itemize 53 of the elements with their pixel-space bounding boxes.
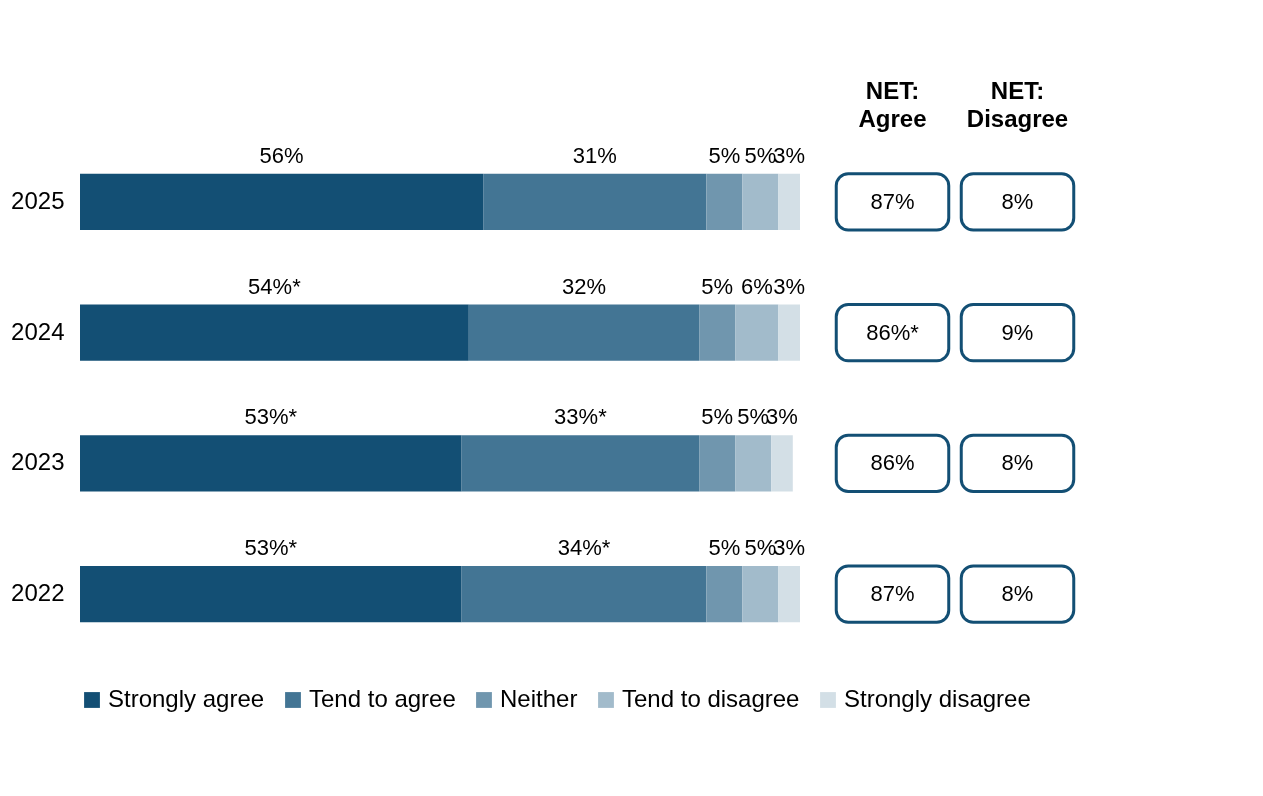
data-label: 54%* xyxy=(248,273,302,299)
text: 8% xyxy=(1001,581,1034,607)
text: 86% xyxy=(870,450,915,476)
bar xyxy=(742,566,779,623)
y-tick-label: 2023 xyxy=(11,448,65,476)
data-label: 32% xyxy=(561,273,607,299)
data-label: 5% xyxy=(708,535,741,561)
legend-label: Strongly agree xyxy=(108,685,265,712)
data-label: 53%* xyxy=(244,535,298,561)
y-tick-label: 2022 xyxy=(11,579,65,607)
bar xyxy=(483,173,707,230)
bar xyxy=(778,304,800,361)
data-label: 31% xyxy=(572,142,617,168)
bar xyxy=(735,435,772,492)
data-label: 33%* xyxy=(554,404,608,430)
bar xyxy=(778,566,800,623)
bar xyxy=(699,304,736,361)
data-label: 34%* xyxy=(557,535,611,561)
data-label: 5% xyxy=(708,142,741,168)
bar xyxy=(80,566,462,623)
bar xyxy=(80,435,462,492)
y-tick-label: 2025 xyxy=(11,186,65,214)
bar xyxy=(80,304,469,361)
legend-label: Strongly disagree xyxy=(844,685,1031,712)
bar xyxy=(461,566,707,623)
bar xyxy=(461,435,700,492)
text: 86%* xyxy=(866,319,920,345)
bar xyxy=(468,304,700,361)
text: 8% xyxy=(1001,450,1034,476)
bar xyxy=(706,566,743,623)
bar xyxy=(80,173,484,230)
text: 87% xyxy=(870,581,915,607)
text: 8% xyxy=(1001,188,1034,214)
data-label: 5% xyxy=(701,273,734,299)
data-label: 6% xyxy=(740,273,773,299)
bar xyxy=(699,435,736,492)
text: 9% xyxy=(1001,319,1034,345)
category-label: NET: Agree xyxy=(858,77,927,132)
legend-label: Tend to agree xyxy=(309,685,456,712)
y-tick-label: 2024 xyxy=(11,317,65,345)
legend-label: Tend to disagree xyxy=(622,685,800,712)
data-label: 56% xyxy=(259,142,304,168)
bar xyxy=(771,435,793,492)
category-label: NET: Disagree xyxy=(966,77,1069,132)
bar xyxy=(742,173,779,230)
text: 87% xyxy=(870,188,915,214)
bar xyxy=(778,173,800,230)
data-label: 3% xyxy=(773,273,806,299)
data-label: 53%* xyxy=(244,404,298,430)
bar xyxy=(735,304,779,361)
legend-label: Neither xyxy=(500,685,578,712)
data-label: 5% xyxy=(701,404,734,430)
bar xyxy=(706,173,743,230)
